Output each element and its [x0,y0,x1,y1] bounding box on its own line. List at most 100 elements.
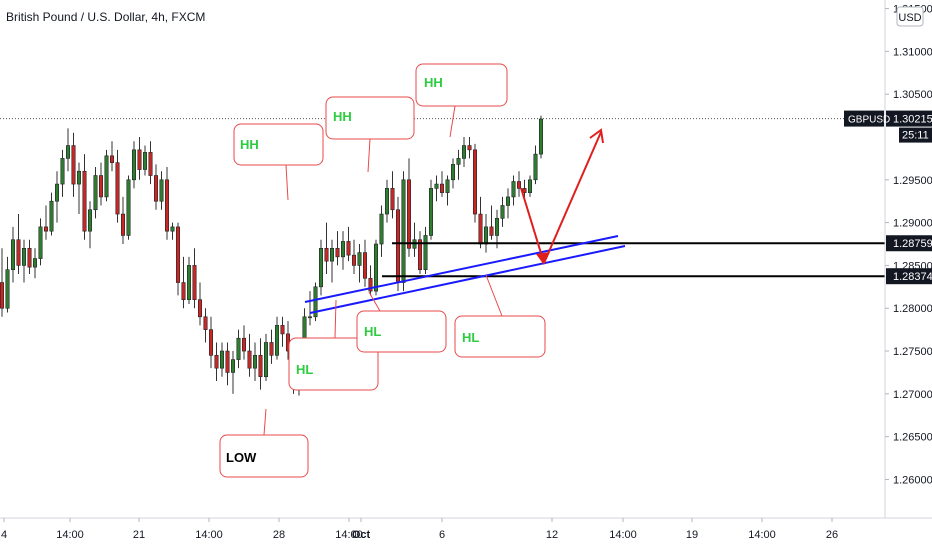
candle [527,175,533,197]
candle-body [368,277,373,292]
candle [450,158,456,189]
candle-body [439,183,445,193]
candle [126,175,131,240]
candle [49,192,54,236]
callout-pointer [263,408,267,436]
candle [439,171,445,197]
candle [494,209,500,249]
candle [351,239,357,274]
price-axis-label: 1.30215 [886,110,932,127]
candle-body [252,355,258,369]
candle [214,342,219,382]
callout-hl[interactable]: HL [356,291,447,353]
callout-hh[interactable]: HH [325,96,415,173]
candle [417,231,423,274]
candle-body [142,152,148,170]
y-tick-label: 1.26500 [893,432,932,444]
callout-box [454,315,546,358]
candle [357,244,362,283]
candle [131,141,137,189]
candle [142,145,148,176]
candle-body [5,269,10,309]
candle [153,164,159,210]
arrow-up-line[interactable] [543,131,602,264]
candle-body [186,265,192,300]
candle-body [115,162,120,215]
candle-body [516,181,522,189]
price-label-bg [886,110,932,127]
candle [335,231,340,266]
y-tick-label: 1.30500 [893,89,932,101]
candle [181,256,186,309]
candle [269,329,274,364]
candle [456,149,461,180]
candle [274,316,280,360]
candle-body [324,247,329,262]
candle [505,188,511,219]
candle [21,239,27,283]
callout-hh[interactable]: HH [233,123,324,201]
candle-body [346,241,351,256]
x-tick-label: 14:00 [609,529,637,541]
candle-body [263,342,269,378]
callout-hh[interactable]: HH [415,63,508,138]
candle-body [10,239,16,271]
candle [208,316,214,369]
candle [533,145,538,185]
candle-body [60,158,65,185]
symbol-label: GBPUSD [844,110,890,127]
candle-body [373,243,379,292]
candle [109,141,115,172]
candle-body [269,342,274,356]
candle [236,329,241,369]
candle [280,316,285,347]
candle [137,136,142,180]
x-tick-label: 14:00 [56,529,84,541]
candle [263,333,269,382]
trendline-upper[interactable] [304,235,619,303]
callout-hl[interactable]: HL [288,299,379,391]
candle [318,239,324,296]
x-tick-label: 4 [1,529,7,541]
candle [203,308,208,343]
callout-label: HH [240,137,259,152]
chart-title: British Pound / U.S. Dollar, 4h, FXCM [6,10,205,24]
candle [406,158,412,257]
candle [390,171,395,219]
callout-box [356,310,447,353]
x-tick-label: 19 [686,529,698,541]
candle-body [318,247,324,288]
callout-pointer [367,138,371,173]
callout-hl[interactable]: HL [454,274,546,358]
price-axis-label: 1.28374 [886,268,932,285]
candle-body [362,252,368,279]
candle [500,196,505,227]
countdown-text: 25:11 [902,130,929,142]
candle [197,282,203,326]
candle-body [390,188,395,211]
candle-body [230,359,236,373]
candle-body [329,247,335,262]
y-tick-label: 1.27500 [893,346,932,358]
arrow-down-line[interactable] [520,187,545,264]
callout-low[interactable]: LOW [219,408,309,478]
symbol-label-text: GBPUSD [848,115,890,126]
candle [32,248,38,279]
arrow-up-head [589,128,604,144]
candle [313,282,318,322]
price-label-text: 1.30215 [893,114,932,126]
candle-body [27,247,32,268]
trendline-lower[interactable] [309,245,626,314]
candle-body [538,118,544,155]
candle-body [82,170,87,232]
callout-label: HH [424,75,443,90]
candle [368,265,373,296]
candle [54,171,60,223]
x-tick-label: Oct [352,529,371,541]
callout-box [288,337,379,391]
x-tick-label: 21 [133,529,145,541]
candle [93,166,98,219]
currency-button[interactable]: USD [896,6,924,27]
